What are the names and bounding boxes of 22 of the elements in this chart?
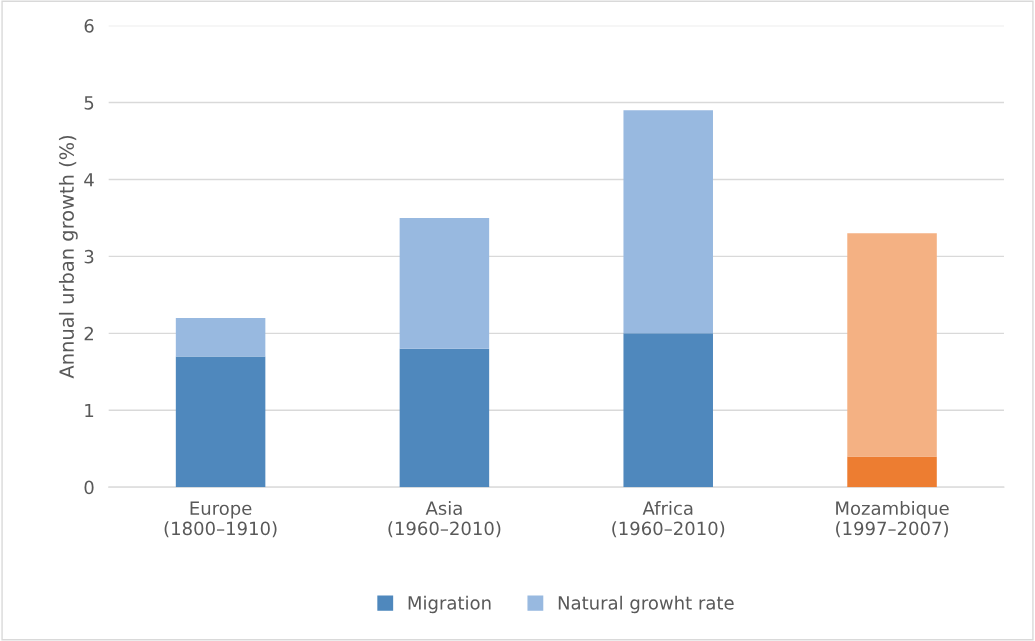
bar	[847, 233, 937, 457]
bar	[847, 456, 937, 488]
bar	[175, 356, 266, 488]
y-axis-title: Annual urban growth (%)	[58, 135, 78, 379]
y-tick-label: 3	[84, 249, 94, 264]
bar	[623, 333, 713, 488]
bar	[175, 317, 266, 357]
bar	[399, 348, 490, 488]
y-tick-label: 0	[84, 480, 94, 495]
x-tick-label: Europe (1800–1910)	[164, 501, 277, 538]
y-tick-label: 2	[84, 326, 93, 341]
bar	[399, 217, 490, 349]
x-tick-label: Mozambique (1997–2007)	[836, 501, 949, 538]
x-tick-label: Asia (1960–2010)	[388, 501, 501, 538]
x-tick-label: Africa (1960–2010)	[612, 501, 725, 538]
y-tick-label: 6	[84, 19, 94, 33]
y-tick-label: 1	[85, 403, 94, 418]
legend-label: Migration	[408, 595, 491, 614]
y-tick-label: 5	[84, 96, 94, 110]
y-tick-label: 4	[84, 173, 94, 187]
legend-label: Natural growht rate	[558, 595, 734, 614]
bar	[623, 110, 713, 334]
